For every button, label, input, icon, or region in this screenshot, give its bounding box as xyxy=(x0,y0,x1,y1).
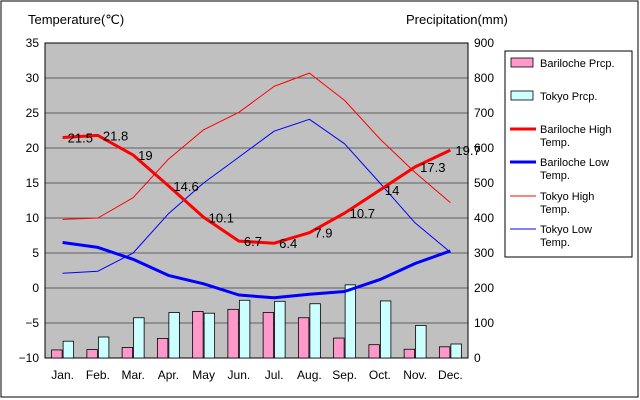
x-tick-label: Feb. xyxy=(86,368,110,382)
bariloche-prcp-bar xyxy=(86,349,98,359)
bariloche-high-data-label: 21.5 xyxy=(68,131,93,146)
right-tick-label: 300 xyxy=(474,246,494,260)
bariloche-prcp-bar xyxy=(192,311,204,359)
right-tick-label: 500 xyxy=(474,176,494,190)
precipitation-bars xyxy=(51,284,462,359)
bariloche-prcp-bar xyxy=(262,312,275,359)
left-axis-ticks: 35 30 25 20 15 10 5 0 −5 −10 xyxy=(19,36,40,365)
bariloche-high-data-label: 19 xyxy=(138,148,152,163)
legend-box xyxy=(504,50,633,258)
legend-swatch xyxy=(510,57,534,68)
tokyo-prcp-bar xyxy=(203,312,216,359)
tokyo-prcp-bar xyxy=(133,317,145,359)
data-labels: 21.5 21.8 19 14.6 10.1 6.7 6.4 7.9 10.7 14 17.3 19.… xyxy=(68,128,481,251)
tokyo-high-line xyxy=(62,72,451,220)
bariloche-prcp-bar xyxy=(333,337,345,359)
bariloche-prcp-bar xyxy=(297,317,310,359)
bariloche-prcp-bar xyxy=(227,308,239,359)
bariloche-high-data-label: 14.6 xyxy=(173,179,198,194)
right-axis-ticks: 900 800 700 600 500 400 300 200 100 0 xyxy=(474,36,494,365)
left-tick-label: 25 xyxy=(26,106,40,120)
x-tick-label: Sep. xyxy=(332,368,357,382)
right-tick-label: 700 xyxy=(474,106,494,120)
bariloche-high-data-label: 21.8 xyxy=(103,128,128,143)
left-tick-label: 0 xyxy=(32,281,39,295)
legend-item-tokyo-low: Tokyo Low Temp. xyxy=(510,224,592,249)
left-tick-label: 10 xyxy=(26,211,40,225)
tokyo-prcp-bar xyxy=(62,340,75,359)
left-tick-label: 30 xyxy=(26,71,40,85)
right-tick-label: 400 xyxy=(474,211,494,225)
plot-area xyxy=(44,42,469,359)
left-axis-title: Temperature(℃) xyxy=(28,12,124,27)
right-axis-title: Precipitation(mm) xyxy=(406,12,508,27)
bariloche-low-line xyxy=(62,241,451,300)
x-tick-label: May xyxy=(192,368,215,382)
legend-item-tokyo-prcp: Tokyo Prcp. xyxy=(510,90,597,103)
bariloche-high-data-label: 6.7 xyxy=(244,234,262,249)
tokyo-prcp-bar xyxy=(309,303,321,359)
tokyo-prcp-bar xyxy=(344,284,357,359)
bariloche-prcp-bar xyxy=(368,344,380,359)
x-tick-label: Jun. xyxy=(228,368,251,382)
legend-label: Tokyo Low Temp. xyxy=(540,224,592,249)
legend-item-tokyo-high: Tokyo High Temp. xyxy=(510,191,594,216)
bariloche-high-data-label: 10.7 xyxy=(350,206,375,221)
bariloche-prcp-bar xyxy=(403,348,416,359)
legend-label: Bariloche Prcp. xyxy=(540,58,615,70)
bariloche-prcp-bar xyxy=(51,349,63,359)
bariloche-prcp-bar xyxy=(156,337,169,359)
legend-label: Tokyo High Temp. xyxy=(540,191,594,216)
right-tick-label: 600 xyxy=(474,141,494,155)
left-tick-label: 15 xyxy=(26,176,40,190)
left-tick-label: 5 xyxy=(32,246,39,260)
left-tick-label: 20 xyxy=(26,141,40,155)
tokyo-prcp-bar xyxy=(415,325,427,359)
bariloche-prcp-bar xyxy=(438,346,451,359)
legend-item-bariloche-high: Bariloche High Temp. xyxy=(510,124,612,149)
right-tick-label: 900 xyxy=(474,36,494,50)
x-tick-label: Mar. xyxy=(121,368,144,382)
legend-swatch xyxy=(510,90,534,101)
legend-label: Tokyo Prcp. xyxy=(540,91,597,103)
left-tick-label: −5 xyxy=(25,316,39,330)
legend: Bariloche Prcp. Tokyo Prcp. Bariloche High… xyxy=(504,50,633,258)
right-tick-label: 200 xyxy=(474,281,494,295)
x-tick-label: Dec. xyxy=(438,368,463,382)
right-tick-label: 0 xyxy=(474,351,481,365)
tokyo-prcp-bar xyxy=(274,300,286,359)
legend-label: Bariloche High Temp. xyxy=(540,124,612,149)
gridlines xyxy=(45,77,468,324)
bariloche-high-data-label: 10.1 xyxy=(209,210,234,225)
legend-item-bariloche-prcp: Bariloche Prcp. xyxy=(510,57,615,70)
temperature-lines xyxy=(62,72,452,300)
right-tick-label: 800 xyxy=(474,71,494,85)
bariloche-high-data-label: 6.4 xyxy=(279,236,297,251)
x-tick-label: Jan. xyxy=(51,368,74,382)
bariloche-high-data-label: 19.7 xyxy=(455,143,480,158)
x-tick-label: Aug. xyxy=(297,368,322,382)
left-tick-label: 35 xyxy=(26,36,40,50)
tokyo-prcp-bar xyxy=(168,312,180,359)
bariloche-high-data-label: 17.3 xyxy=(420,160,445,175)
legend-label: Bariloche Low Temp. xyxy=(540,157,609,182)
x-tick-label: Nov. xyxy=(403,368,427,382)
left-tick-label: −10 xyxy=(19,351,40,365)
tokyo-prcp-bar xyxy=(379,300,392,359)
bariloche-high-line xyxy=(62,133,452,245)
legend-item-bariloche-low: Bariloche Low Temp. xyxy=(510,157,609,182)
right-tick-label: 100 xyxy=(474,316,494,330)
x-tick-label: Oct. xyxy=(369,368,391,382)
bariloche-high-data-label: 14 xyxy=(385,183,399,198)
x-tick-label: Jul. xyxy=(265,368,284,382)
tokyo-prcp-bar xyxy=(238,299,251,359)
tokyo-prcp-bar xyxy=(450,343,462,359)
bariloche-prcp-bar xyxy=(121,347,134,359)
x-axis-ticks: Jan. Feb. Mar. Apr. May Jun. Jul. Aug. Sep. Oct. N… xyxy=(51,368,462,382)
bariloche-high-data-label: 7.9 xyxy=(314,226,332,241)
x-tick-label: Apr. xyxy=(158,368,179,382)
tokyo-prcp-bar xyxy=(97,336,110,359)
